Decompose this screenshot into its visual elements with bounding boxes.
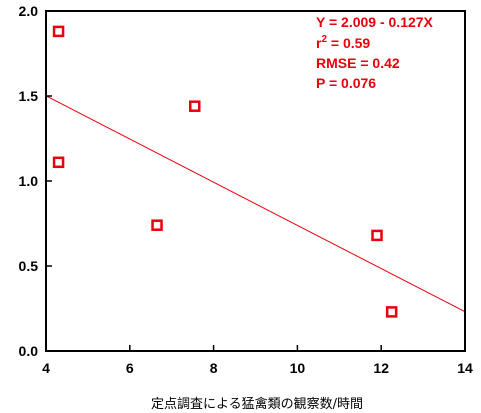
y-tick-label: 0.0 [19,343,39,359]
stats-annotation: Y = 2.009 - 0.127X r2 = 0.59 RMSE = 0.42… [316,14,434,91]
x-axis-label: 定点調査による猛禽類の観察数/時間 [151,396,363,412]
x-tick-label: 12 [373,360,389,376]
y-tick-label: 1.5 [19,88,39,104]
r-squared-text: r2 = 0.59 [316,34,370,51]
x-tick-label: 6 [126,360,134,376]
data-point [371,229,383,242]
x-tick-label: 4 [42,360,50,376]
rmse-text: RMSE = 0.42 [316,55,400,71]
p-value-text: P = 0.076 [316,75,376,91]
x-tick-label: 8 [210,360,218,376]
data-points [52,25,398,318]
data-point [52,156,65,169]
x-tick-label: 14 [457,360,473,376]
y-axis: 0.0 0.5 1.0 1.5 2.0 [19,3,52,359]
plot-frame [45,10,466,352]
y-tick-label: 1.0 [19,173,39,189]
data-point [52,25,65,38]
regression-line [45,95,466,313]
y-tick-label: 0.5 [19,258,39,274]
data-point [188,100,201,112]
x-tick-label: 10 [290,360,306,376]
equation-text: Y = 2.009 - 0.127X [316,14,434,30]
plot-area [45,25,466,318]
data-point [385,306,398,318]
data-point [151,219,163,231]
x-axis: 4 6 8 10 12 14 [42,345,473,376]
y-tick-label: 2.0 [19,3,39,19]
